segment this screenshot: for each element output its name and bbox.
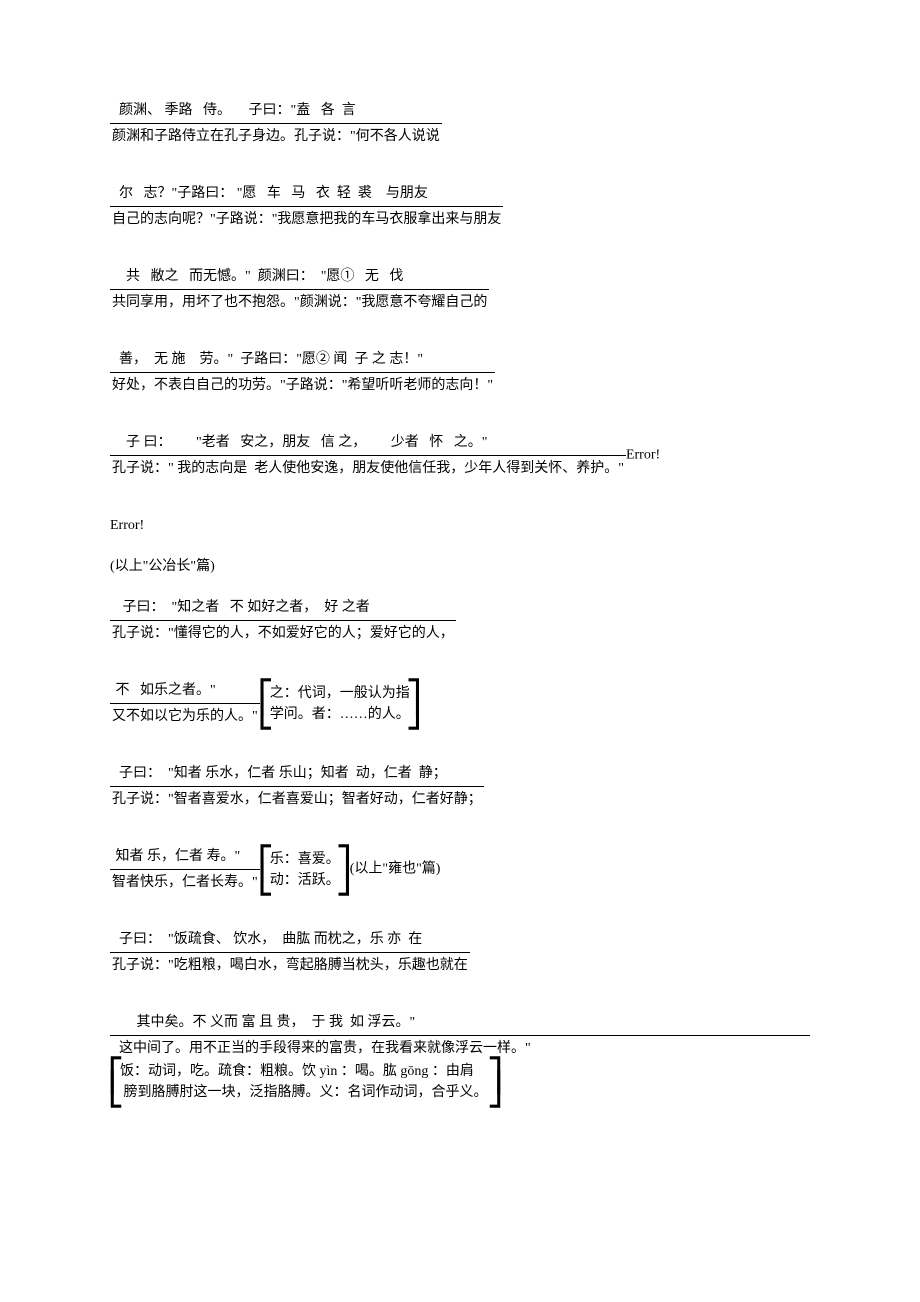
text-block: 善， 无 施 劳。" 子路曰："愿② 闻 子 之 志！" 好处，不表白自己的功劳… — [110, 349, 810, 396]
text-block: 其中矣。不 义而 富 且 贵， 于 我 如 浮云。" 这中间了。用不正当的手段得… — [110, 1012, 810, 1103]
classical-text: 其中矣。不 义而 富 且 贵， 于 我 如 浮云。" — [110, 1012, 810, 1036]
annotation-line: 饭：动词，吃。疏食：粗粮。饮 yìn ：喝。肱 gōng ：由肩 — [120, 1061, 491, 1082]
translation-text: 好处，不表白自己的功劳。"子路说："希望听听老师的志向！" — [110, 373, 495, 396]
translation-text: 自己的志向呢？"子路说："我愿意把我的车马衣服拿出来与朋友 — [110, 207, 503, 230]
interlinear-pair: 颜渊、 季路 侍。 子曰："盍 各 言 颜渊和子路侍立在孔子身边。孔子说："何不… — [110, 100, 442, 147]
source-text: (以上"雍也"篇) — [350, 862, 441, 877]
annotation-line: 动：活跃。 — [270, 870, 340, 891]
text-block: 子曰： "饭疏食、 饮水， 曲肱 而枕之，乐 亦 在 孔子说："吃粗粮，喝白水，… — [110, 929, 810, 976]
interlinear-pair: 子曰： "饭疏食、 饮水， 曲肱 而枕之，乐 亦 在 孔子说："吃粗粮，喝白水，… — [110, 929, 470, 976]
translation-text: 孔子说：" 我的志向是 老人使他安逸，朋友使他信任我，少年人得到关怀、养护。" — [110, 456, 626, 479]
text-block: 子曰： "知之者 不 如好之者， 好 之者 孔子说："懂得它的人，不如爱好它的人… — [110, 597, 810, 644]
text-block: 颜渊、 季路 侍。 子曰："盍 各 言 颜渊和子路侍立在孔子身边。孔子说："何不… — [110, 100, 810, 147]
translation-text: 智者快乐，仁者长寿。" — [110, 870, 260, 893]
translation-text: 孔子说："懂得它的人，不如爱好它的人；爱好它的人， — [110, 621, 456, 644]
annotation-bracket: 之：代词，一般认为指 学问。者：……的人。 — [262, 683, 418, 725]
classical-text: 子曰： "知者 乐水，仁者 乐山；知者 动，仁者 静； — [110, 763, 484, 787]
text-block: 子 曰： "老者 安之，朋友 信 之， 少者 怀 之。" 孔子说：" 我的志向是… — [110, 432, 810, 479]
translation-text: 这中间了。用不正当的手段得来的富贵，在我看来就像浮云一样。" — [110, 1036, 810, 1059]
document-page: 颜渊、 季路 侍。 子曰："盍 各 言 颜渊和子路侍立在孔子身边。孔子说："何不… — [0, 0, 920, 1199]
classical-text: 共 敝之 而无憾。" 颜渊曰： "愿① 无 伐 — [110, 266, 489, 290]
source-text: (以上"公冶长"篇) — [110, 559, 215, 574]
classical-text: 子 曰： "老者 安之，朋友 信 之， 少者 怀 之。" — [110, 432, 626, 456]
error-text: Error! — [626, 448, 660, 463]
translation-text: 又不如以它为乐的人。" — [110, 704, 260, 727]
error-text: Error! — [110, 518, 144, 533]
classical-text: 颜渊、 季路 侍。 子曰："盍 各 言 — [110, 100, 442, 124]
classical-text: 子曰： "知之者 不 如好之者， 好 之者 — [110, 597, 456, 621]
text-block: Error! — [110, 515, 810, 536]
classical-text: 善， 无 施 劳。" 子路曰："愿② 闻 子 之 志！" — [110, 349, 495, 373]
classical-text: 不 如乐之者。" — [110, 680, 260, 704]
text-block: 不 如乐之者。" 又不如以它为乐的人。" 之：代词，一般认为指 学问。者：……的… — [110, 680, 810, 727]
interlinear-pair: 子曰： "知之者 不 如好之者， 好 之者 孔子说："懂得它的人，不如爱好它的人… — [110, 597, 456, 644]
annotation-line: 学问。者：……的人。 — [270, 704, 410, 725]
translation-text: 孔子说："智者喜爱水，仁者喜爱山；智者好动，仁者好静； — [110, 787, 484, 810]
interlinear-pair: 其中矣。不 义而 富 且 贵， 于 我 如 浮云。" 这中间了。用不正当的手段得… — [110, 1012, 810, 1059]
translation-text: 颜渊和子路侍立在孔子身边。孔子说："何不各人说说 — [110, 124, 442, 147]
interlinear-pair: 尔 志？"子路曰： "愿 车 马 衣 轻 裘 与朋友 自己的志向呢？"子路说："… — [110, 183, 503, 230]
interlinear-pair: 子 曰： "老者 安之，朋友 信 之， 少者 怀 之。" 孔子说：" 我的志向是… — [110, 432, 626, 479]
annotation-bracket: 饭：动词，吃。疏食：粗粮。饮 yìn ：喝。肱 gōng ：由肩 膀到胳膊肘这一… — [112, 1061, 499, 1103]
classical-text: 知者 乐，仁者 寿。" — [110, 846, 260, 870]
interlinear-pair: 知者 乐，仁者 寿。" 智者快乐，仁者长寿。" — [110, 846, 260, 893]
translation-text: 共同享用，用坏了也不抱怨。"颜渊说："我愿意不夸耀自己的 — [110, 290, 489, 313]
annotation-line: 膀到胳膊肘这一块，泛指胳膊。义：名词作动词，合乎义。 — [120, 1082, 491, 1103]
annotation-bracket: 乐：喜爱。 动：活跃。 — [262, 849, 348, 891]
classical-text: 子曰： "饭疏食、 饮水， 曲肱 而枕之，乐 亦 在 — [110, 929, 470, 953]
classical-text: 尔 志？"子路曰： "愿 车 马 衣 轻 裘 与朋友 — [110, 183, 503, 207]
translation-text: 孔子说："吃粗粮，喝白水，弯起胳膊当枕头，乐趣也就在 — [110, 953, 470, 976]
interlinear-pair: 不 如乐之者。" 又不如以它为乐的人。" — [110, 680, 260, 727]
text-block: 共 敝之 而无憾。" 颜渊曰： "愿① 无 伐 共同享用，用坏了也不抱怨。"颜渊… — [110, 266, 810, 313]
text-block: 子曰： "知者 乐水，仁者 乐山；知者 动，仁者 静； 孔子说："智者喜爱水，仁… — [110, 763, 810, 810]
text-block: 知者 乐，仁者 寿。" 智者快乐，仁者长寿。" 乐：喜爱。 动：活跃。 (以上"… — [110, 846, 810, 893]
annotation-line: 之：代词，一般认为指 — [270, 683, 410, 704]
interlinear-pair: 子曰： "知者 乐水，仁者 乐山；知者 动，仁者 静； 孔子说："智者喜爱水，仁… — [110, 763, 484, 810]
annotation-line: 乐：喜爱。 — [270, 849, 340, 870]
interlinear-pair: 善， 无 施 劳。" 子路曰："愿② 闻 子 之 志！" 好处，不表白自己的功劳… — [110, 349, 495, 396]
source-note: (以上"公冶长"篇) — [110, 556, 810, 577]
interlinear-pair: 共 敝之 而无憾。" 颜渊曰： "愿① 无 伐 共同享用，用坏了也不抱怨。"颜渊… — [110, 266, 489, 313]
text-block: 尔 志？"子路曰： "愿 车 马 衣 轻 裘 与朋友 自己的志向呢？"子路说："… — [110, 183, 810, 230]
